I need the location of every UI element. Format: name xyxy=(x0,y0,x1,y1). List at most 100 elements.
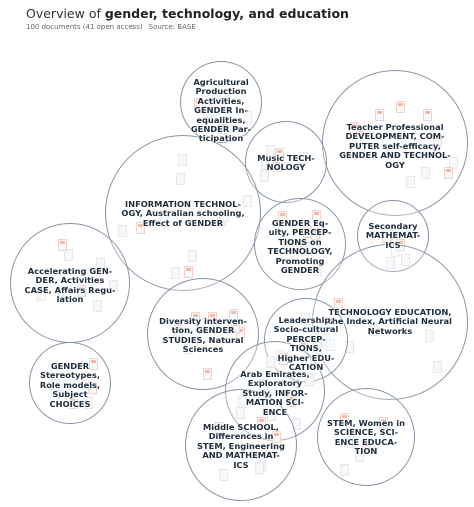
cluster-bubble-music[interactable] xyxy=(245,121,327,203)
document-thumbnail[interactable] xyxy=(396,101,406,114)
document-thumbnail[interactable] xyxy=(92,299,102,312)
document-thumbnail[interactable] xyxy=(421,166,431,179)
document-thumbnail[interactable] xyxy=(334,298,344,311)
document-thumbnail[interactable] xyxy=(109,280,119,293)
document-thumbnail[interactable] xyxy=(178,153,188,166)
document-thumbnail[interactable] xyxy=(77,284,87,297)
document-thumbnail[interactable] xyxy=(84,396,94,409)
cluster-bubble-middle-school[interactable] xyxy=(185,389,297,501)
cluster-bubble-stem-women[interactable] xyxy=(317,388,415,486)
document-thumbnail[interactable] xyxy=(386,256,396,269)
document-thumbnail[interactable] xyxy=(401,253,411,266)
document-thumbnail[interactable] xyxy=(212,89,222,102)
document-thumbnail[interactable] xyxy=(96,257,106,270)
document-thumbnail[interactable] xyxy=(313,263,323,276)
document-thumbnail[interactable] xyxy=(368,323,378,336)
title-topic: gender, technology, and education xyxy=(104,6,349,21)
document-thumbnail[interactable] xyxy=(298,152,308,165)
document-thumbnail[interactable] xyxy=(346,435,356,448)
document-thumbnail[interactable] xyxy=(219,122,229,135)
document-thumbnail[interactable] xyxy=(432,361,442,374)
document-thumbnail[interactable] xyxy=(303,226,313,239)
document-thumbnail[interactable] xyxy=(258,378,268,391)
document-thumbnail[interactable] xyxy=(63,249,73,261)
document-thumbnail[interactable] xyxy=(312,210,322,223)
document-thumbnail[interactable] xyxy=(279,353,289,366)
document-thumbnail[interactable] xyxy=(310,328,320,341)
document-thumbnail[interactable] xyxy=(37,289,47,302)
document-thumbnail[interactable] xyxy=(304,374,314,387)
document-thumbnail[interactable] xyxy=(278,210,288,223)
document-thumbnail[interactable] xyxy=(423,109,433,122)
document-thumbnail[interactable] xyxy=(88,382,98,395)
document-thumbnail[interactable] xyxy=(265,355,275,368)
document-thumbnail[interactable] xyxy=(313,341,323,354)
document-thumbnail[interactable] xyxy=(202,105,212,118)
cluster-bubble-diversity[interactable] xyxy=(147,278,259,390)
document-thumbnail[interactable] xyxy=(300,313,310,326)
document-thumbnail[interactable] xyxy=(383,225,393,238)
document-thumbnail[interactable] xyxy=(271,431,281,444)
document-thumbnail[interactable] xyxy=(362,440,372,453)
document-thumbnail[interactable] xyxy=(432,134,442,147)
document-thumbnail[interactable] xyxy=(283,241,293,254)
document-thumbnail[interactable] xyxy=(243,195,253,208)
document-thumbnail[interactable] xyxy=(63,286,73,299)
cluster-bubble-accelerating[interactable] xyxy=(10,223,130,343)
document-thumbnail[interactable] xyxy=(173,324,183,337)
document-thumbnail[interactable] xyxy=(273,159,283,172)
cluster-bubble-stereotypes[interactable] xyxy=(29,342,111,424)
document-thumbnail[interactable] xyxy=(215,421,225,434)
document-thumbnail[interactable] xyxy=(236,326,246,339)
document-count: 100 documents (41 open access) xyxy=(26,23,143,31)
document-thumbnail[interactable] xyxy=(449,156,459,169)
document-thumbnail[interactable] xyxy=(444,167,454,180)
document-thumbnail[interactable] xyxy=(183,341,193,354)
document-thumbnail[interactable] xyxy=(340,413,350,426)
document-thumbnail[interactable] xyxy=(176,172,186,185)
document-thumbnail[interactable] xyxy=(356,127,366,140)
page-title: Overview of gender, technology, and educ… xyxy=(26,6,466,21)
document-thumbnail[interactable] xyxy=(51,378,61,391)
document-thumbnail[interactable] xyxy=(254,461,264,474)
document-thumbnail[interactable] xyxy=(355,449,365,462)
document-thumbnail[interactable] xyxy=(275,147,285,160)
document-thumbnail[interactable] xyxy=(235,406,245,419)
document-thumbnail[interactable] xyxy=(339,463,349,476)
document-thumbnail[interactable] xyxy=(440,313,450,326)
document-thumbnail[interactable] xyxy=(230,320,240,333)
document-thumbnail[interactable] xyxy=(136,221,146,234)
document-thumbnail[interactable] xyxy=(286,395,296,408)
document-thumbnail[interactable] xyxy=(300,241,310,254)
document-thumbnail[interactable] xyxy=(219,469,229,482)
cluster-bubble-infotech[interactable] xyxy=(105,135,261,291)
document-thumbnail[interactable] xyxy=(160,215,170,228)
document-thumbnail[interactable] xyxy=(208,311,218,324)
document-thumbnail[interactable] xyxy=(375,108,385,121)
document-thumbnail[interactable] xyxy=(171,267,181,280)
document-thumbnail[interactable] xyxy=(228,309,238,322)
document-thumbnail[interactable] xyxy=(57,390,67,403)
document-thumbnail[interactable] xyxy=(57,238,67,251)
document-thumbnail[interactable] xyxy=(261,157,271,170)
document-thumbnail[interactable] xyxy=(117,225,127,238)
document-thumbnail[interactable] xyxy=(193,98,203,111)
document-thumbnail[interactable] xyxy=(203,368,213,381)
document-thumbnail[interactable] xyxy=(379,417,389,430)
document-thumbnail[interactable] xyxy=(188,249,198,262)
document-thumbnail[interactable] xyxy=(219,209,229,222)
document-thumbnail[interactable] xyxy=(88,358,98,371)
document-thumbnail[interactable] xyxy=(69,397,79,410)
cluster-bubble-agricultural[interactable] xyxy=(180,61,262,143)
document-thumbnail[interactable] xyxy=(345,424,355,437)
document-thumbnail[interactable] xyxy=(190,312,200,325)
document-thumbnail[interactable] xyxy=(242,110,252,123)
document-thumbnail[interactable] xyxy=(406,175,416,188)
document-thumbnail[interactable] xyxy=(266,145,276,158)
document-thumbnail[interactable] xyxy=(257,416,267,429)
document-thumbnail[interactable] xyxy=(183,266,193,279)
cluster-bubble-teacher[interactable] xyxy=(322,70,468,216)
document-thumbnail[interactable] xyxy=(238,395,248,408)
document-thumbnail[interactable] xyxy=(425,330,435,343)
document-thumbnail[interactable] xyxy=(260,170,270,183)
